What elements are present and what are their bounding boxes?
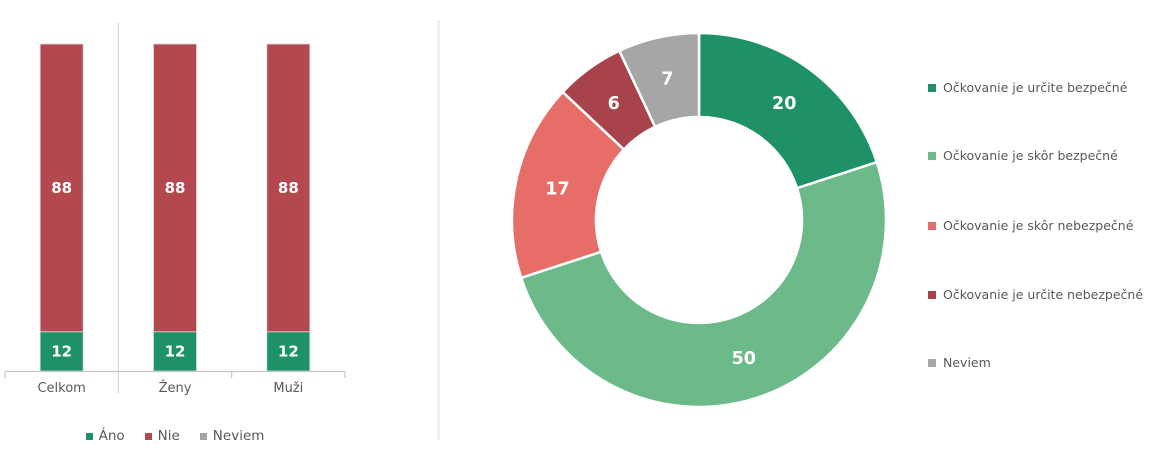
donut-data-label: 20 — [772, 94, 796, 114]
donut-legend-item-1: Očkovanie je určite bezpečné — [928, 80, 1127, 95]
legend-swatch — [199, 432, 207, 440]
x-axis-category-label: Ženy — [159, 380, 192, 396]
legend-swatch — [928, 358, 936, 367]
donut-legend-item-3: Očkovanie je skôr nebezpečné — [928, 218, 1133, 233]
legend-label: Neviem — [943, 355, 991, 370]
legend-label: Očkovanie je určite nebezpečné — [943, 287, 1144, 302]
x-axis-category-label: Muži — [273, 381, 303, 396]
donut-data-label: 50 — [732, 349, 756, 369]
donut-legend-item-4: Očkovanie je určite nebezpečné — [928, 287, 1143, 302]
legend-label: Áno — [98, 428, 125, 444]
donut-chart-plot: 20 50 17 6 7 — [510, 31, 888, 409]
legend-swatch — [928, 290, 936, 299]
donut-data-label: 7 — [661, 70, 673, 90]
legend-swatch — [928, 151, 936, 160]
legend-label: Očkovanie je skôr bezpečné — [943, 148, 1118, 163]
bar-segment-Nie — [266, 43, 311, 333]
bar-data-label: 12 — [278, 343, 299, 361]
bar-segment-Nie — [39, 43, 84, 333]
legend-swatch — [85, 432, 93, 440]
bar-data-label: 12 — [51, 343, 72, 361]
bar-segment-Áno — [266, 331, 311, 372]
bar-data-label: 88 — [165, 179, 186, 197]
bar-data-label: 12 — [165, 343, 186, 361]
legend-label: Očkovanie je skôr nebezpečné — [943, 218, 1134, 233]
legend-item-Áno: Áno — [85, 428, 125, 444]
legend-item-Nie: Nie — [144, 428, 180, 444]
donut-data-label: 6 — [608, 94, 620, 114]
legend-swatch — [928, 221, 936, 230]
legend-swatch — [928, 83, 936, 92]
chart-boundary-divider — [437, 20, 440, 440]
donut-legend-item-2: Očkovanie je skôr bezpečné — [928, 148, 1118, 163]
legend-swatch — [144, 432, 152, 440]
x-axis-category-label: Celkom — [37, 381, 85, 396]
bar-chart-legend: Áno Nie Neviem — [0, 428, 350, 444]
legend-label: Očkovanie je určite bezpečné — [943, 80, 1128, 95]
bar-data-label: 88 — [278, 179, 299, 197]
bar-segment-Nie — [153, 43, 197, 333]
donut-chart: 20 50 17 6 7 — [460, 0, 930, 459]
legend-item-Neviem: Neviem — [199, 428, 265, 444]
donut-slice-1 — [697, 31, 879, 190]
legend-label: Neviem — [212, 428, 265, 444]
donut-slice-2 — [519, 160, 888, 409]
donut-chart-legend: Očkovanie je určite bezpečné Očkovanie je… — [928, 0, 1150, 459]
bar-data-label: 88 — [51, 179, 72, 197]
donut-legend-item-5: Neviem — [928, 355, 991, 370]
donut-data-label: 17 — [545, 179, 569, 199]
legend-label: Nie — [157, 428, 180, 444]
stacked-bar-chart: 12 88 Celkom 12 88 Ženy 12 88 Muži Áno Nie Neviem — [0, 0, 440, 459]
bar-chart-plot: 12 88 Celkom 12 88 Ženy 12 88 Muži — [4, 23, 346, 396]
donut-slice-5 — [617, 31, 701, 129]
